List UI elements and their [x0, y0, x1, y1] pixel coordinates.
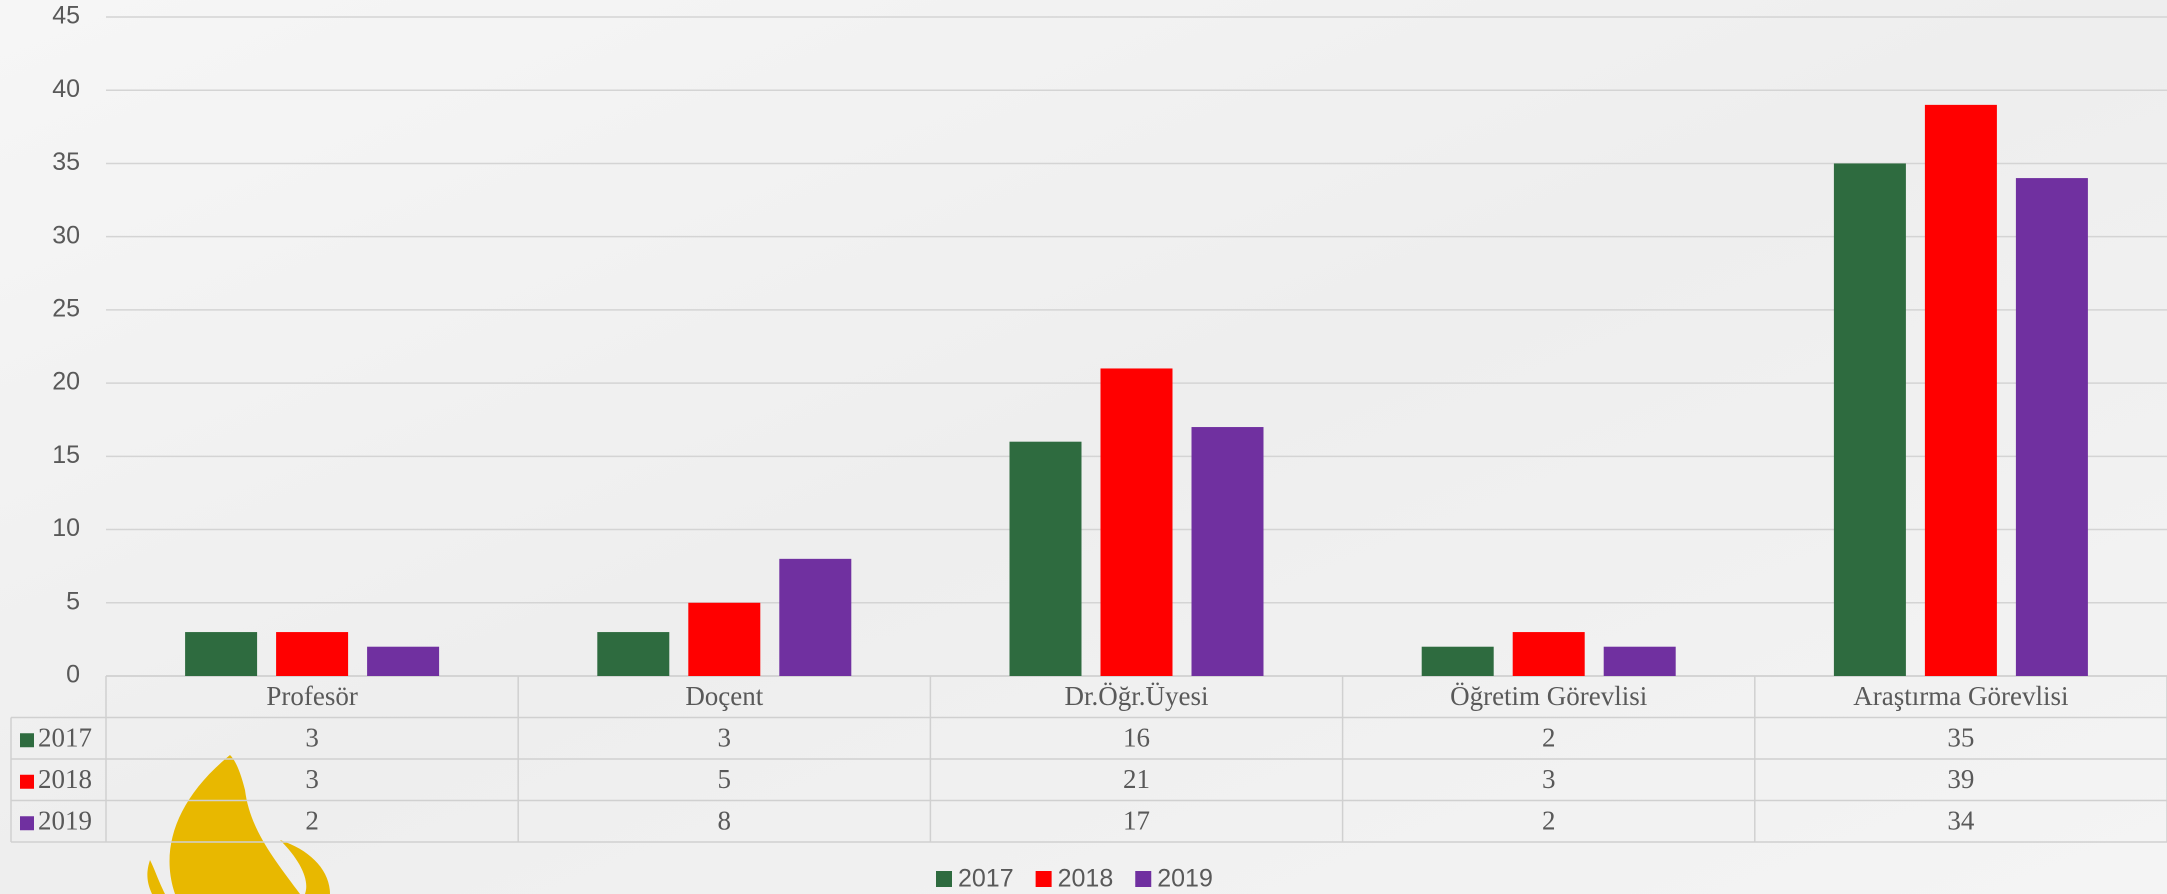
bar: [688, 602, 761, 676]
legend-label: 2017: [958, 865, 1014, 893]
table-value: 8: [718, 805, 732, 835]
category-label: Dr.Öğr.Üyesi: [1065, 681, 1209, 711]
legend-key: [20, 733, 34, 748]
legend-key: [20, 774, 34, 789]
table-value: 3: [718, 722, 732, 752]
bar: [1924, 104, 1997, 676]
bar: [276, 632, 349, 676]
table-value: 2: [1542, 722, 1556, 752]
bar: [1191, 427, 1264, 676]
category-label: Doçent: [685, 681, 763, 711]
legend-key: [1035, 871, 1052, 887]
table-value: 35: [1947, 722, 1974, 752]
y-tick-label: 45: [52, 2, 80, 30]
bar: [1421, 646, 1494, 676]
table-value: 3: [1542, 764, 1556, 794]
legend-key: [1135, 871, 1152, 887]
category-label: Araştırma Görevlisi: [1853, 681, 2068, 711]
legend-key: [20, 816, 34, 831]
series-label: 2019: [38, 805, 92, 835]
y-tick-label: 15: [52, 441, 80, 469]
bar: [597, 632, 670, 676]
y-tick-label: 35: [52, 148, 80, 176]
legend-key: [936, 871, 952, 887]
bar: [185, 632, 258, 676]
y-tick-label: 20: [52, 368, 80, 396]
y-tick-label: 30: [52, 221, 80, 249]
table-value: 17: [1123, 805, 1150, 835]
table-value: 21: [1123, 764, 1150, 794]
bar: [1833, 163, 1906, 676]
table-value: 39: [1947, 764, 1974, 794]
table-value: 3: [305, 764, 319, 794]
y-tick-label: 40: [52, 75, 80, 103]
bar: [1512, 632, 1585, 676]
table-value: 3: [305, 722, 319, 752]
table-value: 34: [1947, 805, 1975, 835]
legend-label: 2019: [1157, 865, 1213, 893]
y-tick-label: 0: [66, 661, 80, 689]
bar: [367, 646, 440, 676]
y-tick-label: 25: [52, 294, 80, 322]
category-label: Profesör: [266, 681, 357, 711]
series-label: 2018: [38, 764, 92, 794]
category-label: Öğretim Görevlisi: [1450, 681, 1647, 711]
logo: [147, 755, 330, 894]
bar: [1603, 646, 1676, 676]
table-value: 16: [1123, 722, 1150, 752]
bar: [2015, 178, 2088, 677]
legend-label: 2018: [1058, 865, 1114, 893]
table-value: 2: [305, 805, 319, 835]
bar: [1100, 368, 1173, 676]
table-value: 5: [718, 764, 732, 794]
series-label: 2017: [38, 722, 92, 752]
bar: [1009, 441, 1082, 676]
bar: [779, 558, 852, 676]
y-tick-label: 10: [52, 514, 80, 542]
y-tick-label: 5: [66, 587, 80, 615]
table-value: 2: [1542, 805, 1556, 835]
